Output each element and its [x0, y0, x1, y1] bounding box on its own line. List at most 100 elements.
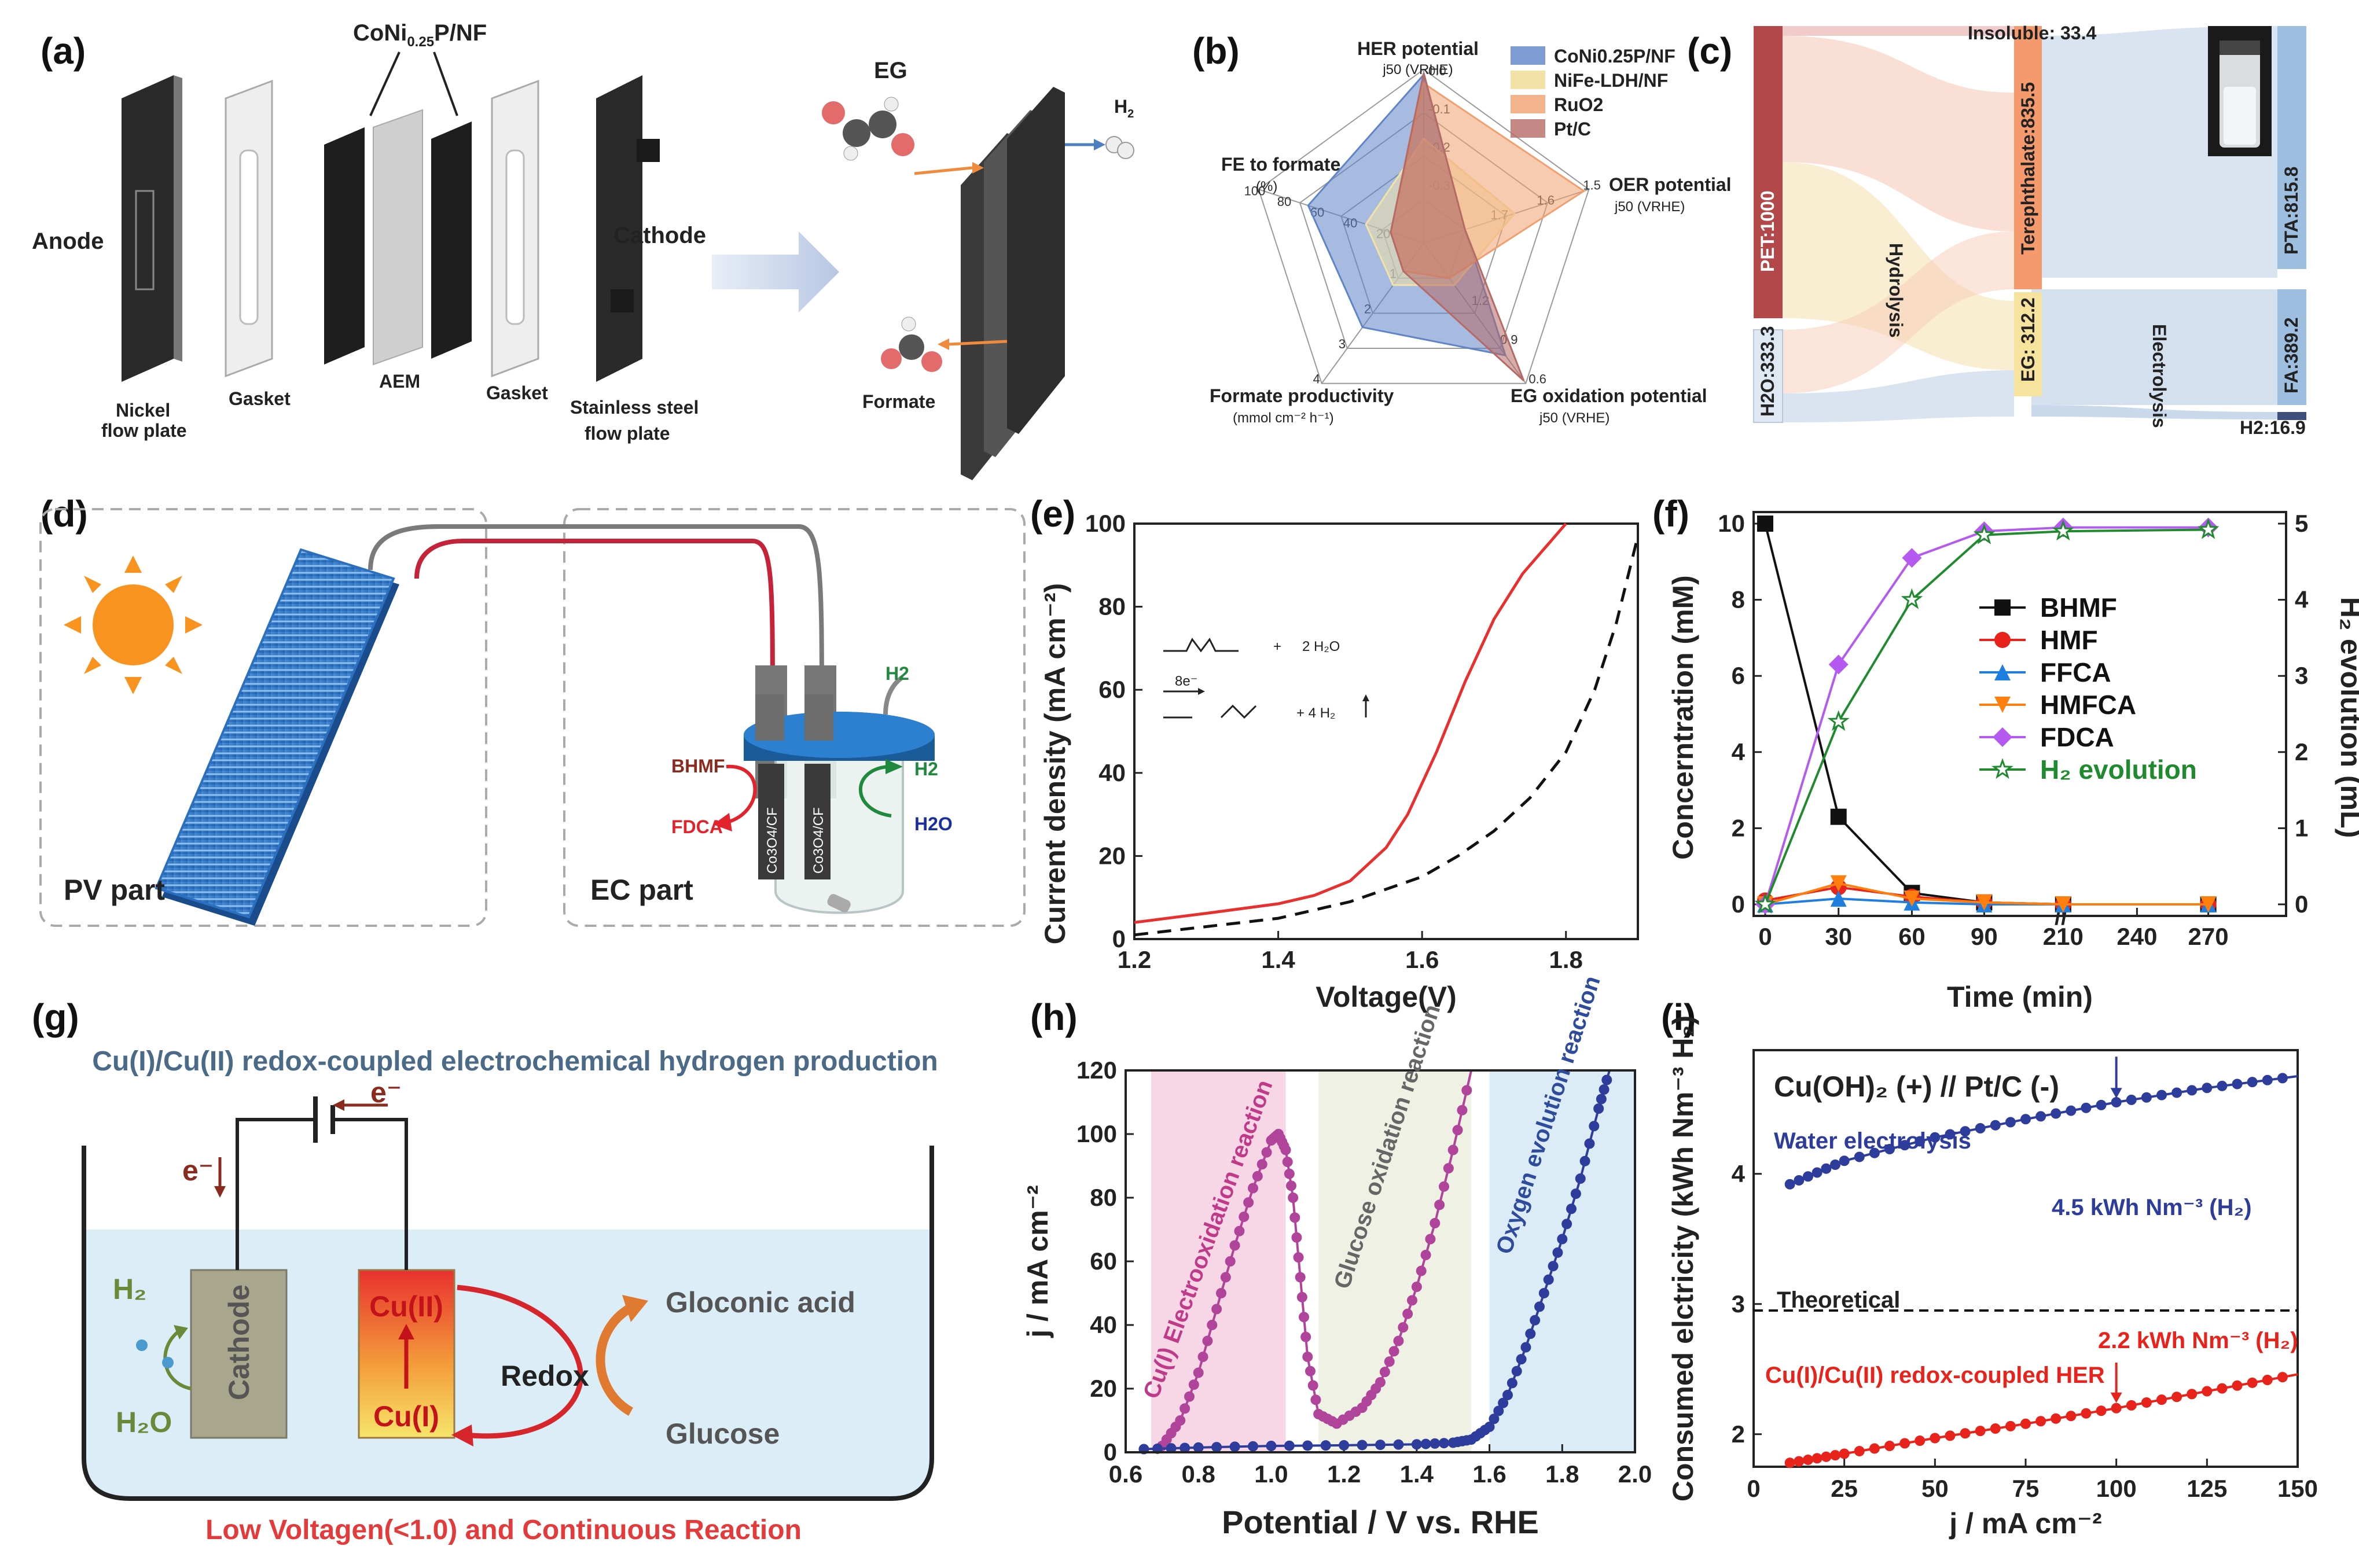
plot-f-xtick-label-3: 90	[1971, 923, 1998, 950]
glucose-to-gluconic-arrow	[596, 1304, 634, 1416]
plot-h-point-0-1-1	[1180, 1403, 1190, 1414]
plot-h-ytick-label-3: 60	[1090, 1247, 1117, 1275]
plot-h-point-0-5-3	[1261, 1147, 1272, 1158]
bhmf-label: BHMF	[671, 756, 725, 776]
plot-f-point-5-3	[1973, 523, 1996, 544]
plot-f-y2tick-label-1: 1	[2295, 814, 2308, 841]
redox-label: Redox	[501, 1360, 589, 1392]
plot-h-point-1-3-3	[1393, 1439, 1404, 1450]
assembly-arrow	[712, 231, 839, 312]
panel-i-label: (i)	[1661, 996, 1696, 1038]
plot-h-point-1-9-3	[1534, 1301, 1545, 1312]
cathode-label: Cathode	[223, 1284, 255, 1400]
plot-e-curve-dashed	[1134, 535, 1640, 937]
cu1-label: Cu(I)	[373, 1400, 439, 1433]
svg-text:+: +	[1273, 639, 1281, 654]
aem-membrane	[373, 109, 423, 366]
plot-i-point-1-2-3	[1975, 1426, 1986, 1437]
panel-g-title: Cu(I)/Cu(II) redox-coupled electrochemic…	[92, 1046, 938, 1077]
plot-h-point-0-3-1	[1216, 1288, 1226, 1298]
plot-h-point-1-0-3	[1180, 1442, 1190, 1453]
plot-h-point-1-4-1	[1420, 1438, 1431, 1449]
plot-f-point-5-5	[2197, 518, 2220, 539]
panel-g-footer: Low Voltagen(<1.0) and Continuous Reacti…	[205, 1515, 802, 1545]
legend-swatch-nife	[1511, 71, 1545, 89]
material-arrow-2	[433, 51, 458, 116]
cu2-label: Cu(II)	[369, 1290, 443, 1323]
radar-legend: CoNi0.25P/NF NiFe-LDH/NF RuO2 Pt/C	[1511, 46, 1675, 139]
plot-f-point-3-5	[2200, 896, 2217, 912]
plot-i-point-1-3-3	[2066, 1411, 2077, 1422]
formate-outflow-arrow	[949, 340, 1008, 346]
legend-swatch-ptc	[1511, 119, 1545, 138]
plot-h-point-1-1-3	[1248, 1441, 1258, 1452]
plot-f-point-3-4	[2055, 896, 2071, 912]
eg-molecule	[822, 97, 914, 161]
plot-e-ytick-label-0: 0	[1112, 925, 1126, 952]
legend-f-marker-5	[1991, 758, 2013, 779]
electron-label-left: e⁻	[182, 1154, 214, 1187]
radar-axis-fe: FE to formate	[1221, 154, 1340, 175]
plot-h-point-1-13-1	[1596, 1094, 1607, 1105]
plot-h-point-0-19-3	[1461, 1085, 1472, 1096]
plot-h-point-1-3-2	[1375, 1440, 1386, 1451]
plot-i-point-1-0-2	[1803, 1455, 1813, 1465]
electrode-anode	[758, 764, 784, 879]
plot-h-point-1-11-2	[1566, 1203, 1577, 1214]
plot-i-redox-marker-head	[2110, 1392, 2122, 1403]
plot-f-ytick-label-5: 10	[1718, 510, 1745, 537]
plot-h-point-0-17-1	[1416, 1265, 1427, 1276]
radar-unit-oer: j50 (VRHE)	[1614, 199, 1685, 215]
h2o-label: H2O	[914, 814, 953, 834]
plot-f-point-0-1	[1830, 808, 1847, 825]
plot-f-point-5-1	[1827, 710, 1850, 731]
plot-h-ytick-label-4: 80	[1090, 1184, 1117, 1211]
plot-i-ytick-label-2: 4	[1732, 1160, 1746, 1187]
plot-f-point-3-2	[1904, 890, 1920, 907]
plot-f-xlabel: Time (min)	[1947, 981, 2093, 1013]
plot-i-content: 0 25 50 75 100 125 150 2 3 4	[1732, 1057, 2318, 1502]
plot-e-xtick-label-2: 1.6	[1405, 946, 1439, 973]
plot-f-point-4-2	[1902, 548, 1922, 568]
plot-e-ytick-label-5: 100	[1085, 510, 1126, 537]
redox-her-label: Cu(I)/Cu(II) redox-coupled HER	[1765, 1363, 2105, 1388]
plot-i-point-1-2-0	[1930, 1433, 1941, 1444]
ss-label-2: flow plate	[585, 423, 670, 444]
plot-h-point-1-12-3	[1589, 1121, 1600, 1132]
h2o-label-g: H₂O	[116, 1406, 172, 1438]
plot-h-point-1-2-3	[1320, 1440, 1331, 1451]
radar-series-3	[1390, 72, 1525, 382]
radar-series	[1307, 72, 1586, 382]
plot-f-line-0	[1764, 523, 2209, 906]
radar-tick-fp-1: 3	[1339, 337, 1346, 351]
plot-f-ytick-label-1: 2	[1732, 814, 1745, 841]
plot-e-curve-solid	[1134, 522, 1567, 924]
plot-i-point-0-3-1	[2035, 1111, 2046, 1122]
anode-label: Anode	[32, 229, 104, 254]
plot-i-point-0-4-5	[2187, 1085, 2198, 1096]
legend-f-label-3: HMFCA	[2040, 690, 2136, 720]
plot-i-point-0-1-1	[1854, 1151, 1865, 1162]
plot-h-point-1-8-3	[1516, 1354, 1527, 1365]
plot-i-point-1-5-5	[2277, 1372, 2288, 1383]
plot-h-xtick-label-0: 0.6	[1109, 1460, 1142, 1488]
fdca-label: FDCA	[671, 816, 723, 837]
plot-i-point-0-3-5	[2096, 1099, 2107, 1110]
panel-e-label: (e)	[1030, 493, 1075, 535]
plot-h-point-0-11-1	[1305, 1365, 1316, 1376]
plot-f-ytick-label-0: 0	[1732, 890, 1745, 918]
plot-h-point-0-8-0	[1280, 1144, 1291, 1155]
plot-i-point-1-2-5	[2005, 1420, 2016, 1431]
radar-unit-fe: (%)	[1256, 179, 1277, 194]
plot-h-point-1-8-1	[1506, 1378, 1517, 1389]
legend-f-label-4: FDCA	[2040, 722, 2114, 752]
plot-i-point-0-0-1	[1794, 1175, 1805, 1186]
plot-h-ytick-label-1: 20	[1090, 1375, 1117, 1402]
h2-outlet-label: H2	[885, 663, 909, 684]
h2-label-g: H₂	[113, 1273, 146, 1305]
plot-h-point-0-18-0	[1430, 1218, 1441, 1228]
water-value-label: 4.5 kWh Nm⁻³ (H₂)	[2052, 1195, 2252, 1220]
